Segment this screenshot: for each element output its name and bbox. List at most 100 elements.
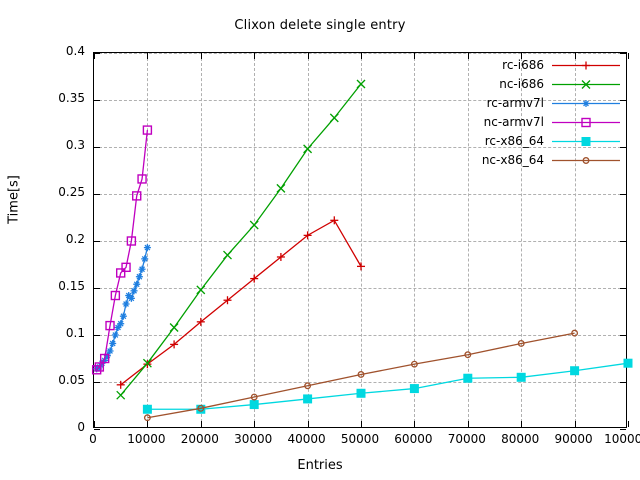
- legend-label: rc-i686: [502, 58, 544, 72]
- data-point-marker: [303, 394, 313, 404]
- grid-line-vertical: [574, 53, 576, 427]
- x-tick-label: 40000: [287, 432, 326, 446]
- y-tick-label: 0.2: [65, 232, 85, 246]
- x-tick-mark: [254, 53, 256, 59]
- data-point-marker: [409, 384, 419, 394]
- grid-line-vertical: [361, 53, 362, 427]
- data-point-marker: [106, 347, 114, 355]
- x-tick-mark: [200, 53, 202, 59]
- series-nc-x86_64: [143, 329, 579, 422]
- y-tick-mark: [620, 382, 626, 383]
- y-tick-label: 0.15: [58, 279, 85, 293]
- grid-line-horizontal: [94, 241, 626, 242]
- data-point-marker: [137, 174, 147, 184]
- series-line: [147, 332, 575, 419]
- grid-line-vertical: [521, 53, 523, 427]
- grid-line-horizontal: [94, 194, 626, 195]
- y-tick-mark: [94, 288, 100, 289]
- data-point-marker: [116, 268, 126, 278]
- x-tick-mark: [521, 421, 523, 427]
- x-tick-mark: [414, 53, 416, 59]
- data-point-marker: [581, 137, 591, 146]
- data-point-marker: [304, 382, 312, 390]
- data-point-marker: [111, 331, 119, 339]
- x-tick-mark: [147, 53, 149, 59]
- data-point-marker: [122, 300, 130, 308]
- data-point-marker: [127, 294, 135, 302]
- x-axis-label: Entries: [297, 458, 343, 473]
- data-point-marker: [119, 312, 127, 320]
- data-point-marker: [110, 290, 121, 301]
- data-point-marker: [330, 216, 339, 225]
- grid-line-horizontal: [94, 288, 626, 289]
- x-tick-mark: [521, 53, 523, 59]
- data-point-marker: [570, 366, 580, 376]
- y-tick-mark: [94, 53, 100, 54]
- grid-line-horizontal: [94, 147, 626, 148]
- data-point-marker: [109, 339, 117, 347]
- data-point-marker: [114, 323, 122, 331]
- y-tick-mark: [620, 194, 626, 195]
- legend-label: nc-i686: [499, 77, 544, 91]
- x-tick-mark: [574, 421, 576, 427]
- data-point-marker: [138, 265, 146, 273]
- x-tick-mark: [94, 53, 95, 59]
- legend-item-nc-i686: nc-i686: [446, 75, 622, 94]
- y-tick-mark: [94, 147, 100, 148]
- x-tick-label: 60000: [394, 432, 433, 446]
- data-point-marker: [94, 362, 105, 372]
- y-tick-mark: [94, 100, 100, 101]
- data-point-marker: [571, 329, 579, 337]
- grid-line-horizontal: [94, 335, 626, 336]
- legend-label: nc-x86_64: [481, 153, 544, 167]
- plot-area: [91, 52, 633, 430]
- data-point-marker: [249, 400, 259, 410]
- y-tick-label: 0: [77, 420, 85, 434]
- x-tick-label: 70000: [447, 432, 486, 446]
- data-point-marker: [582, 157, 590, 164]
- data-point-marker: [121, 262, 131, 273]
- data-point-marker: [357, 262, 365, 271]
- data-point-marker: [276, 252, 285, 261]
- data-point-marker: [91, 365, 102, 375]
- x-tick-mark: [307, 421, 309, 427]
- data-point-marker: [223, 296, 232, 305]
- series-rc-i686: [116, 216, 365, 389]
- legend-item-nc-x86_64: nc-x86_64: [446, 151, 622, 170]
- data-point-marker: [142, 358, 152, 368]
- data-point-marker: [582, 61, 590, 70]
- data-point-marker: [356, 79, 366, 89]
- x-tick-mark: [94, 421, 95, 427]
- x-tick-mark: [414, 421, 416, 427]
- data-point-marker: [126, 236, 137, 246]
- y-tick-mark: [620, 241, 626, 242]
- data-point-marker: [357, 371, 365, 378]
- x-tick-label: 50000: [340, 432, 380, 446]
- data-point-marker: [99, 353, 110, 364]
- data-point-marker: [132, 191, 142, 201]
- y-tick-mark: [620, 335, 626, 336]
- data-point-marker: [142, 125, 153, 135]
- data-point-marker: [170, 340, 179, 349]
- y-tick-label: 0.1: [65, 326, 85, 340]
- x-tick-mark: [628, 53, 629, 59]
- x-tick-mark: [254, 421, 256, 427]
- legend: rc-i686 nc-i686 rc-armv7l nc-armv7l rc-x86_6…: [446, 56, 622, 170]
- legend-item-rc-armv7l: rc-armv7l: [446, 94, 622, 113]
- data-point-marker: [464, 351, 472, 359]
- y-tick-mark: [620, 429, 626, 430]
- x-tick-label: 90000: [554, 432, 593, 446]
- data-point-marker: [142, 404, 152, 414]
- data-point-marker: [116, 380, 125, 389]
- legend-item-nc-armv7l: nc-armv7l: [446, 113, 622, 132]
- y-tick-mark: [94, 429, 100, 430]
- x-tick-label: 30000: [234, 432, 273, 446]
- data-point-marker: [130, 287, 138, 295]
- grid-line-horizontal: [94, 100, 626, 101]
- data-point-marker: [582, 100, 590, 107]
- grid-line-vertical: [254, 53, 256, 427]
- legend-sample-rc-i686: [552, 61, 620, 70]
- legend-sample-nc-i686: [552, 80, 620, 89]
- y-tick-label: 0.3: [65, 138, 85, 152]
